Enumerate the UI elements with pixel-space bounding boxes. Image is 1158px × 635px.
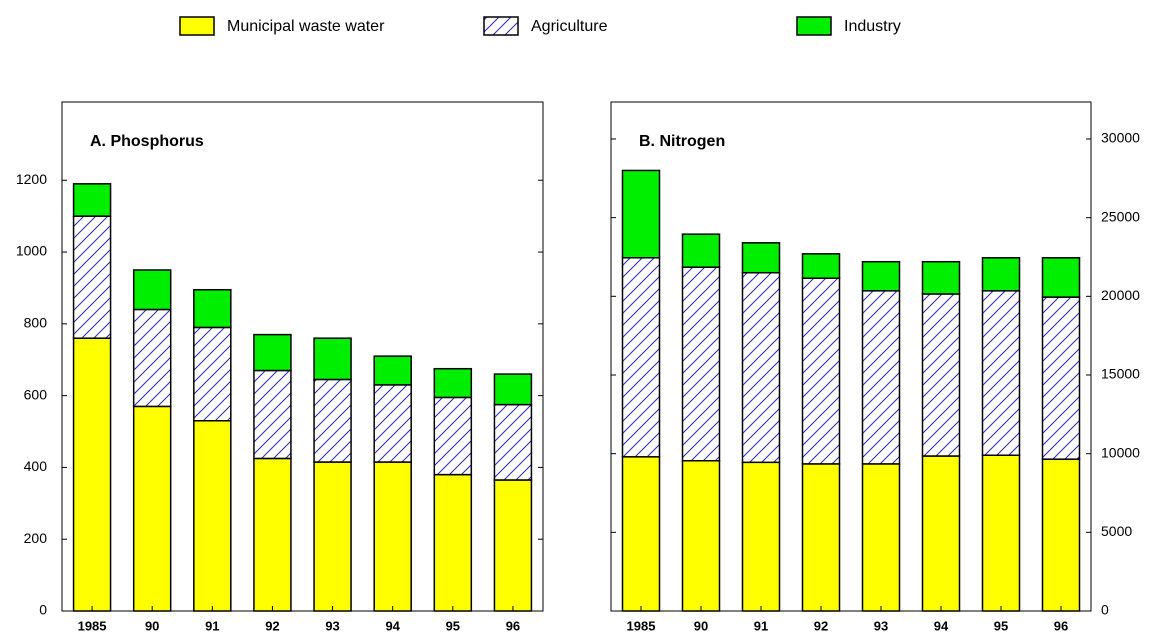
bar-segment: [921, 293, 961, 457]
bar-segment: [313, 378, 352, 463]
x-tick-label: 1985: [78, 618, 107, 633]
bar-segment: [621, 257, 661, 458]
bar-segment: [193, 420, 232, 612]
y-tick-label: 200: [24, 530, 48, 546]
bar-segment: [861, 290, 901, 465]
bar-segment: [493, 403, 533, 481]
bar-segment: [253, 369, 292, 460]
bar-segment: [861, 463, 901, 612]
y-tick-label: 30000: [1101, 130, 1140, 146]
y-tick-label: 400: [24, 458, 48, 474]
legend-label: Municipal waste water: [227, 18, 385, 35]
bar-segment: [132, 308, 172, 408]
bar-segment: [193, 288, 232, 329]
y-tick-label: 0: [1101, 602, 1109, 618]
y-tick-label: 1200: [16, 171, 47, 187]
plot-frame: [61, 101, 544, 612]
plot-frame: [610, 101, 1092, 612]
bar-segment: [253, 333, 292, 372]
y-tick-label: 20000: [1101, 287, 1140, 303]
bar-segment: [313, 337, 352, 381]
x-tick-label: 94: [385, 618, 400, 633]
bar-segment: [493, 373, 533, 406]
y-tick-label: 0: [39, 602, 47, 618]
bar-segment: [681, 266, 721, 462]
chart-title: A. Phosphorus: [90, 133, 204, 150]
bar-segment: [253, 457, 292, 612]
legend-swatch: [483, 16, 519, 36]
x-tick-label: 94: [934, 618, 949, 633]
x-tick-label: 91: [205, 618, 219, 633]
bar-segment: [921, 260, 961, 295]
bar-segment: [981, 454, 1021, 612]
y-tick-label: 1000: [16, 243, 47, 259]
bar-segment: [1041, 458, 1081, 612]
chart-title: B. Nitrogen: [639, 133, 725, 150]
x-tick-label: 92: [265, 618, 279, 633]
legend-label: Agriculture: [531, 18, 608, 35]
x-tick-label: 90: [145, 618, 159, 633]
bar-segment: [72, 337, 112, 612]
bar-segment: [801, 277, 841, 465]
y-tick-label: 600: [24, 386, 48, 402]
bar-segment: [72, 215, 112, 339]
bar-segment: [433, 473, 473, 612]
bar-segment: [801, 253, 841, 279]
bar-segment: [433, 367, 473, 399]
bar-segment: [433, 396, 473, 476]
x-tick-label: 90: [694, 618, 708, 633]
bar-segment: [1041, 257, 1081, 298]
bar-segment: [681, 233, 721, 268]
y-tick-label: 10000: [1101, 444, 1140, 460]
x-tick-label: 93: [325, 618, 339, 633]
x-tick-label: 95: [446, 618, 460, 633]
legend-swatch: [796, 16, 832, 36]
bar-segment: [1041, 296, 1081, 460]
bar-segment: [493, 479, 533, 612]
bar-segment: [193, 326, 232, 422]
bar-segment: [72, 183, 112, 217]
bar-segment: [132, 269, 172, 311]
bar-segment: [981, 257, 1021, 292]
y-tick-label: 5000: [1101, 523, 1132, 539]
bar-segment: [741, 242, 781, 274]
x-tick-label: 92: [814, 618, 828, 633]
bar-segment: [861, 260, 901, 292]
bar-segment: [801, 463, 841, 612]
bar-segment: [373, 461, 412, 612]
x-tick-label: 91: [754, 618, 768, 633]
bar-segment: [621, 169, 661, 259]
legend-label: Industry: [844, 18, 901, 35]
x-tick-label: 96: [1054, 618, 1068, 633]
bar-segment: [741, 271, 781, 464]
bar-segment: [621, 456, 661, 612]
bar-segment: [313, 461, 352, 612]
y-tick-label: 15000: [1101, 366, 1140, 382]
x-tick-label: 96: [506, 618, 520, 633]
bar-segment: [373, 384, 412, 463]
bar-segment: [981, 290, 1021, 456]
legend-swatch: [179, 16, 215, 36]
bar-segment: [373, 355, 412, 386]
bar-segment: [921, 455, 961, 612]
y-tick-label: 25000: [1101, 208, 1140, 224]
y-tick-label: 800: [24, 315, 48, 331]
x-tick-label: 95: [994, 618, 1008, 633]
bar-segment: [741, 461, 781, 612]
bar-segment: [132, 405, 172, 612]
x-tick-label: 1985: [627, 618, 656, 633]
bar-segment: [681, 459, 721, 612]
x-tick-label: 93: [874, 618, 888, 633]
